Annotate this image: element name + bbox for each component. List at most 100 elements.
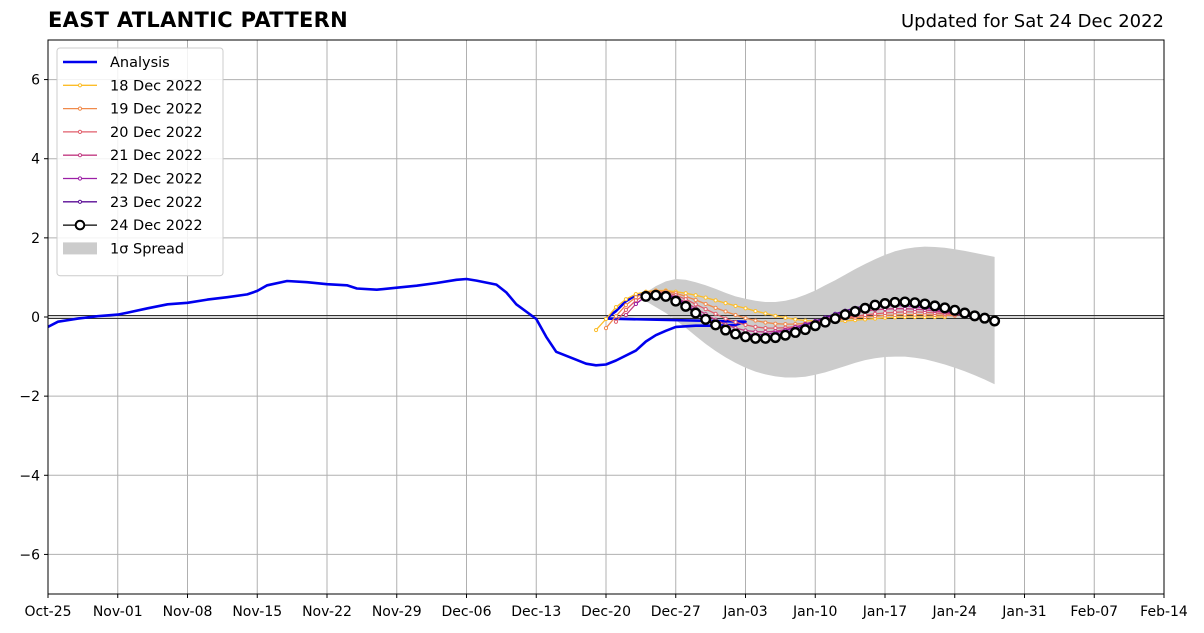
series-point [623, 303, 629, 308]
series-point [882, 310, 888, 316]
legend-marker [77, 199, 83, 204]
legend-label-analysis: Analysis [110, 55, 170, 71]
y-tick-label: −2 [19, 389, 40, 405]
series-layer [47, 277, 1001, 367]
series-point [753, 308, 758, 314]
series-point [703, 295, 708, 300]
x-tick-label: Jan-03 [722, 604, 767, 620]
y-tick-label: 4 [31, 152, 40, 168]
series-point [763, 320, 768, 325]
y-tick-label: 6 [31, 73, 40, 89]
series-point [899, 296, 911, 308]
legend-label-20-dec-2022: 20 Dec 2022 [110, 125, 203, 141]
series-point [799, 324, 811, 336]
series-point [633, 301, 638, 307]
series-point [593, 327, 599, 333]
y-tick-label: −6 [19, 547, 40, 563]
series-point [720, 324, 732, 336]
series-point [909, 297, 921, 309]
legend: Analysis 18 Dec 2022 19 Dec 2022 20 Dec 202… [56, 47, 224, 277]
series-point [743, 316, 748, 321]
legend-label-22-dec-2022: 22 Dec 2022 [110, 172, 203, 188]
series-point [710, 319, 722, 331]
series-point [730, 328, 742, 340]
legend-marker [77, 153, 83, 158]
series-point [979, 312, 991, 324]
series-point [949, 304, 961, 316]
series-point [783, 322, 788, 327]
series-point [749, 332, 761, 344]
series-point [769, 332, 781, 344]
legend-swatch-spread [63, 242, 97, 255]
series-point [723, 309, 728, 314]
series-point [793, 317, 798, 322]
series-point [773, 321, 778, 326]
x-tick-label: Dec-06 [442, 604, 492, 620]
series-point [859, 302, 871, 314]
series-point [713, 305, 718, 310]
series-point [703, 301, 708, 307]
series-point [849, 305, 861, 317]
series-point [819, 316, 831, 328]
legend-marker [74, 219, 86, 231]
x-tick-label: Nov-08 [163, 604, 213, 620]
series-point [623, 297, 629, 302]
legend-label-18-dec-2022: 18 Dec 2022 [110, 78, 203, 94]
series-point [733, 320, 738, 325]
series-point [889, 296, 901, 308]
legend-label-19-dec-2022: 19 Dec 2022 [110, 102, 203, 118]
legend-label-spread: 1σ Spread [110, 241, 184, 257]
series-point [809, 320, 821, 332]
x-tick-label: Oct-25 [24, 604, 71, 620]
series-point [773, 313, 778, 318]
series-point [690, 307, 702, 319]
x-tick-label: Dec-20 [581, 604, 631, 620]
legend-label-24-dec-2022: 24 Dec 2022 [110, 218, 203, 234]
series-point [693, 302, 698, 307]
series-point [783, 315, 788, 320]
series-point [743, 322, 748, 328]
series-point [879, 298, 891, 310]
chart-subtitle: Updated for Sat 24 Dec 2022 [900, 11, 1164, 32]
series-point [713, 311, 718, 316]
legend-label-23-dec-2022: 23 Dec 2022 [110, 195, 203, 211]
series-point [623, 307, 629, 312]
y-tick-label: −4 [19, 468, 40, 484]
series-point [929, 300, 941, 312]
series-point [670, 295, 682, 307]
series-point [633, 298, 638, 303]
series-point [839, 309, 851, 321]
series-point [613, 305, 619, 310]
series-point [919, 298, 931, 310]
series-point [779, 329, 791, 341]
x-tick-label: Feb-07 [1070, 604, 1118, 620]
series-point [872, 311, 878, 316]
series-line-analysis [47, 277, 747, 367]
series-point [650, 289, 662, 301]
series-point [743, 306, 748, 311]
series-point [640, 290, 652, 302]
y-tick-label: 0 [31, 310, 40, 326]
chart-title: EAST ATLANTIC PATTERN [48, 8, 348, 32]
series-point [789, 326, 801, 338]
legend-label-21-dec-2022: 21 Dec 2022 [110, 148, 203, 164]
legend-marker [77, 83, 83, 88]
series-point [693, 293, 698, 298]
series-point [693, 297, 698, 303]
x-tick-label: Feb-14 [1140, 604, 1188, 620]
series-point [680, 300, 692, 312]
series-point [869, 299, 881, 311]
series-point [623, 312, 629, 318]
series-point [969, 310, 981, 322]
series-point [733, 303, 738, 309]
series-point [613, 314, 619, 319]
legend-marker [77, 129, 83, 134]
series-point [723, 316, 728, 321]
series-point [613, 319, 619, 324]
series-point [759, 332, 771, 344]
x-tick-label: Nov-15 [232, 604, 282, 620]
series-point [763, 311, 768, 316]
x-tick-label: Jan-10 [792, 604, 837, 620]
series-point [733, 312, 738, 318]
